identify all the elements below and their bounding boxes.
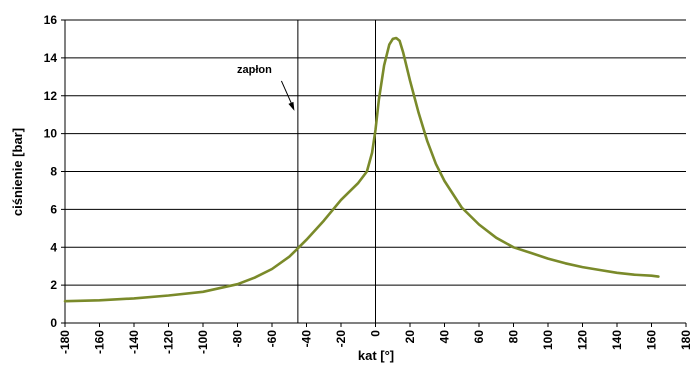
y-tick-label: 8	[50, 165, 57, 179]
y-tick-label: 6	[50, 202, 57, 216]
x-tick-label: -80	[231, 330, 245, 348]
x-tick-label: 0	[369, 330, 383, 337]
series-layer	[63, 36, 660, 303]
y-tick-label: 12	[44, 89, 58, 103]
x-tick-label: 80	[507, 330, 521, 344]
annotation-arrow-head	[288, 101, 295, 111]
x-tick-label: -180	[58, 330, 72, 354]
axes	[61, 19, 687, 327]
y-tick-label: 14	[44, 51, 58, 65]
x-axis-label: kat [°]	[358, 348, 394, 363]
x-tick-label: -60	[265, 330, 279, 348]
annotation-layer: zapłon	[237, 64, 295, 111]
x-tick-label: 160	[645, 330, 659, 350]
x-tick-label: 20	[403, 330, 417, 344]
y-tick-label: 16	[44, 13, 58, 27]
annotation-label: zapłon	[237, 64, 272, 76]
x-tick-label: -120	[162, 330, 176, 354]
y-tick-label: 10	[44, 127, 58, 141]
x-tick-label: 100	[541, 330, 555, 350]
vertical-lines	[297, 20, 376, 323]
y-tick-label: 0	[50, 316, 57, 330]
y-tick-label: 2	[50, 278, 57, 292]
x-tick-label: -160	[93, 330, 107, 354]
x-tick-label: 120	[576, 330, 590, 350]
x-tick-label: -100	[196, 330, 210, 354]
x-tick-label: 60	[472, 330, 486, 344]
x-tick-label: -40	[300, 330, 314, 348]
x-tick-label: -20	[334, 330, 348, 348]
x-tick-label: 140	[610, 330, 624, 350]
y-axis-label: ciśnienie [bar]	[10, 128, 25, 216]
x-tick-label: 180	[679, 330, 692, 350]
pressure-series-line	[63, 36, 660, 303]
y-tick-label: 4	[50, 240, 57, 254]
y-tick-labels: 0 2 4 6 8 10 12 14 16	[44, 13, 58, 330]
x-tick-label: -140	[127, 330, 141, 354]
x-tick-labels: -180 -160 -140 -120 -100 -80 -60 -40 -20 0 20 40 60 8…	[58, 330, 692, 354]
x-tick-label: 40	[438, 330, 452, 344]
